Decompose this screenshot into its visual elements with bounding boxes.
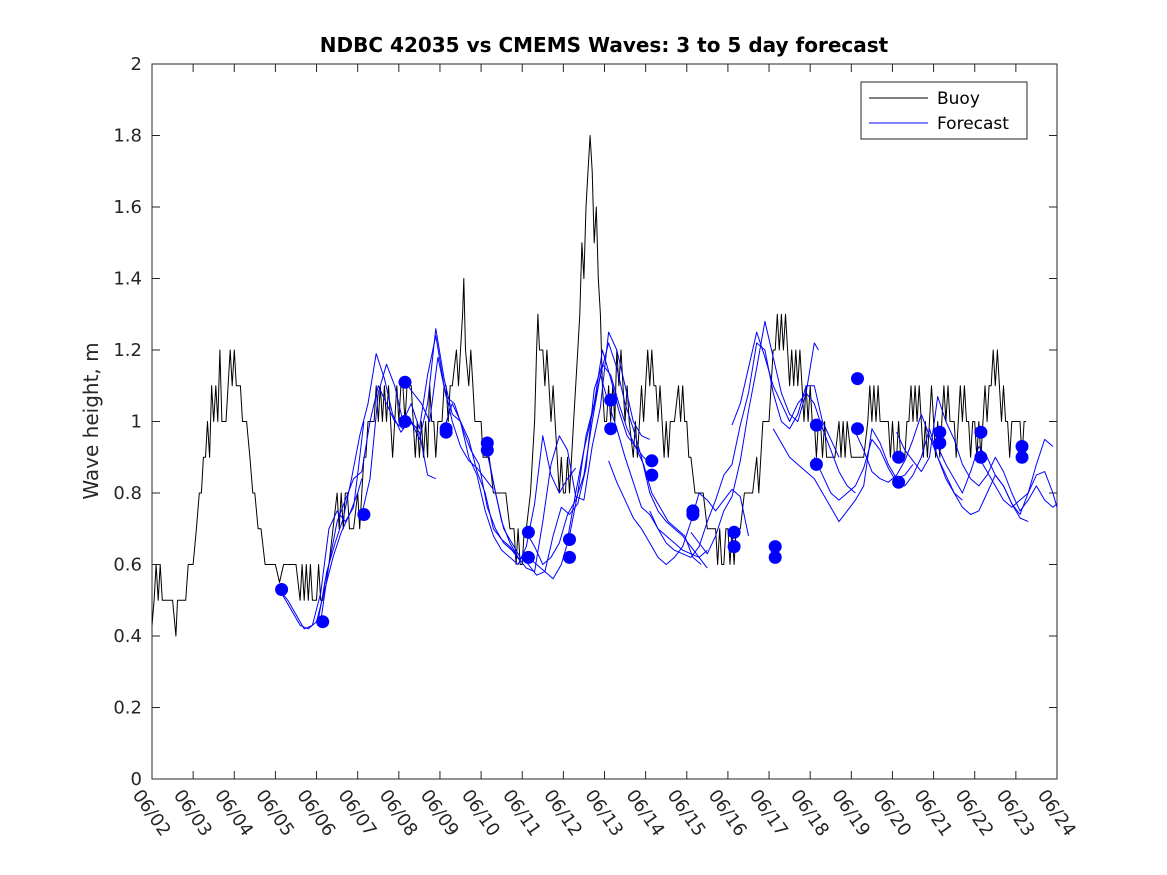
forecast-series-line: [978, 457, 1058, 508]
forecast-marker: [974, 425, 988, 439]
forecast-marker: [933, 425, 947, 439]
forecast-marker: [480, 443, 494, 457]
y-tick-label: 0.8: [113, 483, 142, 504]
y-tick-label: 1.4: [113, 269, 142, 290]
legend-box: [860, 81, 1028, 140]
forecast-marker: [357, 508, 371, 521]
forecast-marker: [809, 457, 823, 471]
forecast-marker: [398, 375, 412, 389]
forecast-marker: [768, 540, 782, 554]
forecast-series-line: [486, 363, 653, 576]
forecast-series-line: [896, 396, 1058, 512]
forecast-series-line: [525, 342, 708, 569]
forecast-marker: [604, 422, 618, 436]
forecast-series-line: [484, 331, 650, 573]
forecast-marker: [563, 533, 576, 546]
forecast-marker: [316, 615, 330, 629]
forecast-marker: [727, 540, 741, 554]
forecast-series-line: [690, 320, 856, 555]
forecast-marker: [974, 450, 988, 464]
forecast-marker: [892, 475, 906, 489]
legend: Buoy Forecast: [860, 81, 1028, 140]
y-axis-label: Wave height, m: [79, 342, 103, 499]
y-tick-label: 2: [131, 54, 142, 75]
y-tick-label: 0.4: [113, 626, 142, 647]
y-tick-label: 1.6: [113, 197, 142, 218]
forecast-marker: [521, 525, 535, 539]
forecast-marker: [851, 372, 864, 386]
chart-title: NDBC 42035 vs CMEMS Waves: 3 to 5 day fo…: [320, 33, 889, 57]
forecast-marker: [768, 550, 782, 564]
forecast-series-line: [279, 421, 365, 630]
forecast-marker: [727, 525, 741, 539]
forecast-series-line: [731, 331, 819, 426]
forecast-marker: [809, 418, 823, 432]
y-tick-label: 0.2: [113, 698, 142, 719]
forecast-marker: [398, 415, 412, 428]
forecast-marker: [563, 550, 576, 564]
forecast-marker: [1015, 440, 1029, 453]
forecast-marker: [851, 422, 864, 436]
y-tick-label: 0: [131, 769, 142, 790]
forecast-marker: [521, 550, 535, 564]
forecast-series-line: [443, 403, 577, 565]
forecast-marker: [933, 436, 947, 450]
forecast-series-line: [772, 428, 914, 523]
forecast-marker: [1015, 450, 1029, 464]
forecast-series-line: [937, 438, 1054, 515]
forecast-marker: [645, 454, 659, 468]
forecast-series-line: [318, 353, 418, 619]
legend-forecast-label: Forecast: [937, 114, 1009, 134]
forecast-series-line: [528, 349, 702, 580]
forecast-series-line: [567, 374, 708, 558]
forecast-marker: [275, 583, 289, 596]
forecast-marker: [686, 508, 700, 521]
y-tick-label: 0.6: [113, 555, 142, 576]
legend-buoy-label: Buoy: [937, 89, 980, 109]
forecast-marker: [645, 468, 659, 482]
y-tick-label: 1.8: [113, 126, 142, 147]
y-tick-label: 1: [131, 412, 142, 433]
forecast-marker: [439, 425, 453, 439]
forecast-marker: [604, 393, 618, 407]
y-tick-label: 1.2: [113, 340, 142, 361]
forecast-marker: [892, 450, 906, 464]
